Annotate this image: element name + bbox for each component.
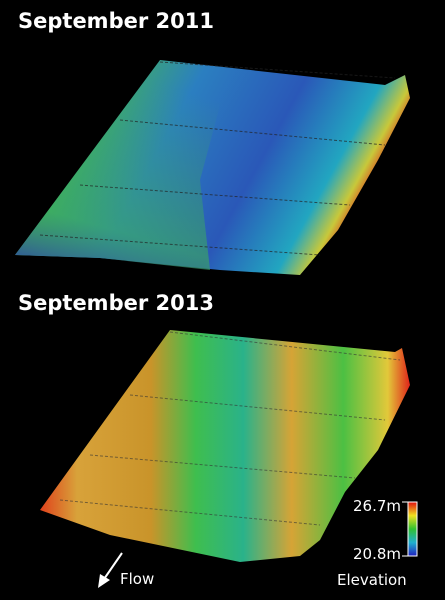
colorbar	[407, 501, 418, 557]
terrain-2013	[40, 330, 410, 562]
panel-title: September 2013	[18, 291, 214, 315]
flow-label: Flow	[120, 570, 154, 588]
legend-max: 26.7m	[353, 497, 401, 515]
flow-indicator: Flow	[98, 552, 154, 588]
legend-title: Elevation	[337, 571, 407, 589]
terrain-2011	[15, 60, 410, 275]
legend-min: 20.8m	[353, 545, 401, 563]
legend: 26.7m 20.8m Elevation	[337, 497, 418, 589]
panel-title: September 2011	[18, 9, 214, 33]
